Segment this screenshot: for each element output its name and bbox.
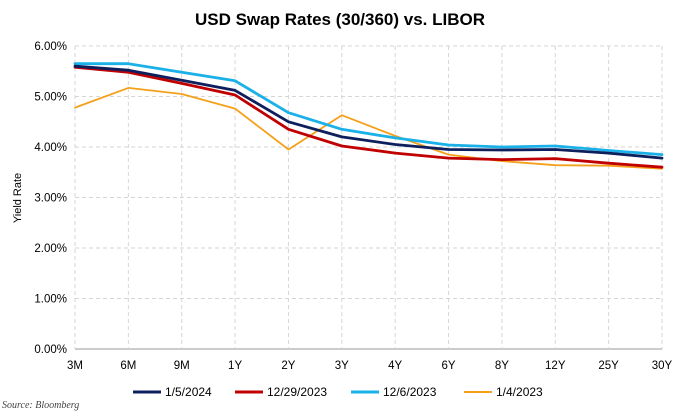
y-tick-label: 6.00% [34,41,67,53]
x-tick-label: 6M [120,360,136,372]
x-tick-label: 2Y [281,360,295,372]
legend-label: 1/5/2024 [165,385,212,399]
legend-label: 1/4/2023 [496,385,543,399]
source-note: Source: Bloomberg [2,400,79,411]
y-tick-label: 1.00% [34,294,67,306]
x-tick-label: 3Y [335,360,349,372]
series-line-2 [73,65,664,169]
series-line-3 [73,62,664,157]
legend: 1/5/2024 12/29/2023 12/6/2023 1/4/2023 [133,385,543,399]
y-tick-label: 3.00% [34,193,67,205]
y-tick-label: 2.00% [34,243,67,255]
y-tick-label: 0.00% [34,344,67,356]
y-axis-label: Yield Rate [12,173,24,223]
x-tick-label: 8Y [495,360,509,372]
x-tick-label: 3M [67,360,83,372]
x-tick-label: 12Y [545,360,566,372]
x-tick-label: 1Y [228,360,242,372]
x-tick-label: 30Y [652,360,673,372]
x-tick-label: 25Y [598,360,619,372]
series-line-4 [74,87,663,170]
chart-title: USD Swap Rates (30/360) vs. LIBOR [195,10,485,29]
y-tick-labels: 0.00% 1.00% 2.00% 3.00% 4.00% 5.00% 6.00% [34,41,67,356]
series-lines [73,62,664,170]
legend-label: 12/6/2023 [383,385,437,399]
legend-label: 12/29/2023 [267,385,327,399]
x-tick-label: 9M [174,360,190,372]
y-tick-label: 4.00% [34,142,67,154]
y-tick-label: 5.00% [34,92,67,104]
x-tick-label: 4Y [388,360,402,372]
series-line-1 [73,64,664,160]
x-tick-label: 6Y [442,360,456,372]
x-tick-labels: 3M 6M 9M 1Y 2Y 3Y 4Y 6Y 8Y 12Y 25Y 30Y [67,360,673,372]
